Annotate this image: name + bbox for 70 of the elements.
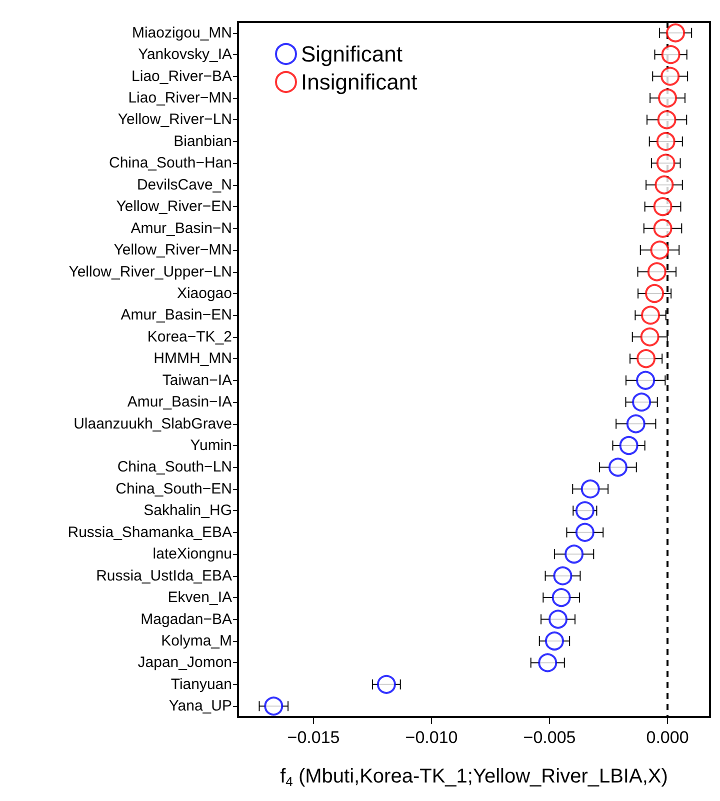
point	[608, 458, 628, 477]
y-tick-label: Russia_UstIda_EBA	[96, 567, 232, 584]
point	[564, 544, 584, 564]
y-tick-label: China_South−LN	[117, 458, 232, 476]
y-tick-label: Taiwan−IA	[162, 372, 232, 389]
y-tick-label: China_South−Han	[108, 154, 232, 172]
point	[654, 175, 674, 194]
y-tick-label: Bianbian	[174, 132, 232, 150]
point	[376, 674, 396, 694]
y-tick-label: Magadan−BA	[140, 610, 232, 628]
point	[640, 327, 660, 346]
y-tick-label: Sakhalin_HG	[144, 502, 232, 520]
y-tick-label: Ulaanzuukh_SlabGrave	[74, 415, 232, 432]
point	[552, 588, 571, 608]
x-tick-label: −0.015	[287, 728, 340, 747]
point	[575, 501, 594, 520]
y-tick-label: Miaozigou_MN	[132, 24, 232, 42]
y-tick-label: Yankovsky_IA	[138, 46, 232, 64]
y-tick-label: Kolyma_M	[161, 632, 232, 650]
point	[619, 436, 638, 456]
point	[645, 284, 664, 303]
y-tick-label: Amur_Basin−N	[130, 220, 232, 237]
y-tick-label: Yumin	[190, 437, 232, 454]
y-tick-label: Yellow_River−EN	[116, 198, 232, 216]
point	[553, 566, 572, 586]
point	[632, 392, 652, 412]
point	[548, 610, 568, 629]
point	[657, 110, 676, 130]
point	[653, 218, 672, 238]
point	[626, 414, 646, 434]
point	[650, 240, 670, 260]
point	[575, 522, 594, 542]
point	[647, 262, 666, 282]
y-tick-label: Amur_Basin−IA	[127, 394, 232, 411]
y-tick-label: Ekven_IA	[168, 589, 232, 606]
point	[580, 479, 600, 498]
y-tick-label: HMMH_MN	[154, 350, 232, 368]
y-tick-label: Yana_UP	[168, 698, 232, 715]
y-tick-label: Russia_Shamanka_EBA	[68, 524, 232, 541]
legend-label: Insignificant	[301, 70, 418, 94]
point	[656, 132, 676, 151]
y-tick-label: Amur_Basin−EN	[120, 306, 232, 324]
point	[660, 66, 680, 86]
y-tick-label: lateXiongnu	[152, 546, 232, 563]
point	[641, 306, 660, 325]
legend-label: Significant	[301, 42, 403, 66]
x-tick-label: −0.005	[523, 728, 576, 747]
point	[636, 349, 656, 368]
y-tick-label: DevilsCave_N	[136, 176, 232, 194]
y-tick-label: Tianyuan	[170, 676, 232, 693]
point	[636, 370, 656, 390]
y-tick-label: Korea−TK_2	[147, 328, 232, 346]
y-tick-label: Japan_Jomon	[138, 654, 232, 672]
point	[538, 653, 558, 672]
y-tick-label: Yellow_River−MN	[114, 242, 232, 259]
point	[656, 154, 676, 173]
y-tick-label: Yellow_River_Upper−LN	[68, 263, 232, 280]
y-tick-label: Xiaogao	[176, 284, 232, 302]
point	[666, 23, 686, 42]
y-tick-label: Liao_River−MN	[128, 90, 232, 107]
y-tick-label: Liao_River−BA	[132, 68, 232, 85]
point	[661, 45, 680, 64]
x-tick-label: 0.000	[646, 728, 689, 747]
point	[653, 197, 672, 216]
y-tick-label: Yellow_River−LN	[118, 111, 232, 128]
point	[544, 631, 564, 650]
y-tick-label: China_South−EN	[116, 480, 232, 498]
x-tick-label: −0.010	[405, 728, 458, 747]
point	[264, 696, 284, 716]
point	[658, 88, 678, 108]
